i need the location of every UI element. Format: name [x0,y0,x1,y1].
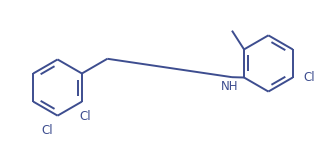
Text: Cl: Cl [303,71,315,84]
Text: NH: NH [220,80,238,93]
Text: Cl: Cl [41,124,53,137]
Text: Cl: Cl [79,110,91,123]
